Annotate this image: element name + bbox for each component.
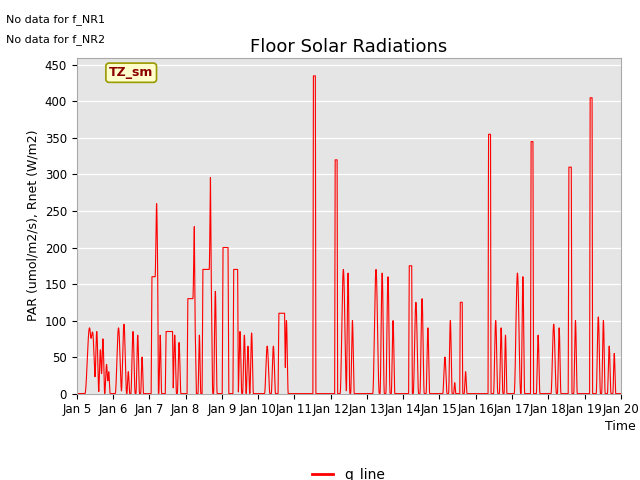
Text: TZ_sm: TZ_sm [109,66,154,79]
X-axis label: Time: Time [605,420,636,433]
Y-axis label: PAR (umol/m2/s), Rnet (W/m2): PAR (umol/m2/s), Rnet (W/m2) [26,130,39,321]
Legend: q_line: q_line [307,462,391,480]
Text: No data for f_NR1: No data for f_NR1 [6,14,106,25]
Title: Floor Solar Radiations: Floor Solar Radiations [250,38,447,56]
Text: No data for f_NR2: No data for f_NR2 [6,34,106,45]
